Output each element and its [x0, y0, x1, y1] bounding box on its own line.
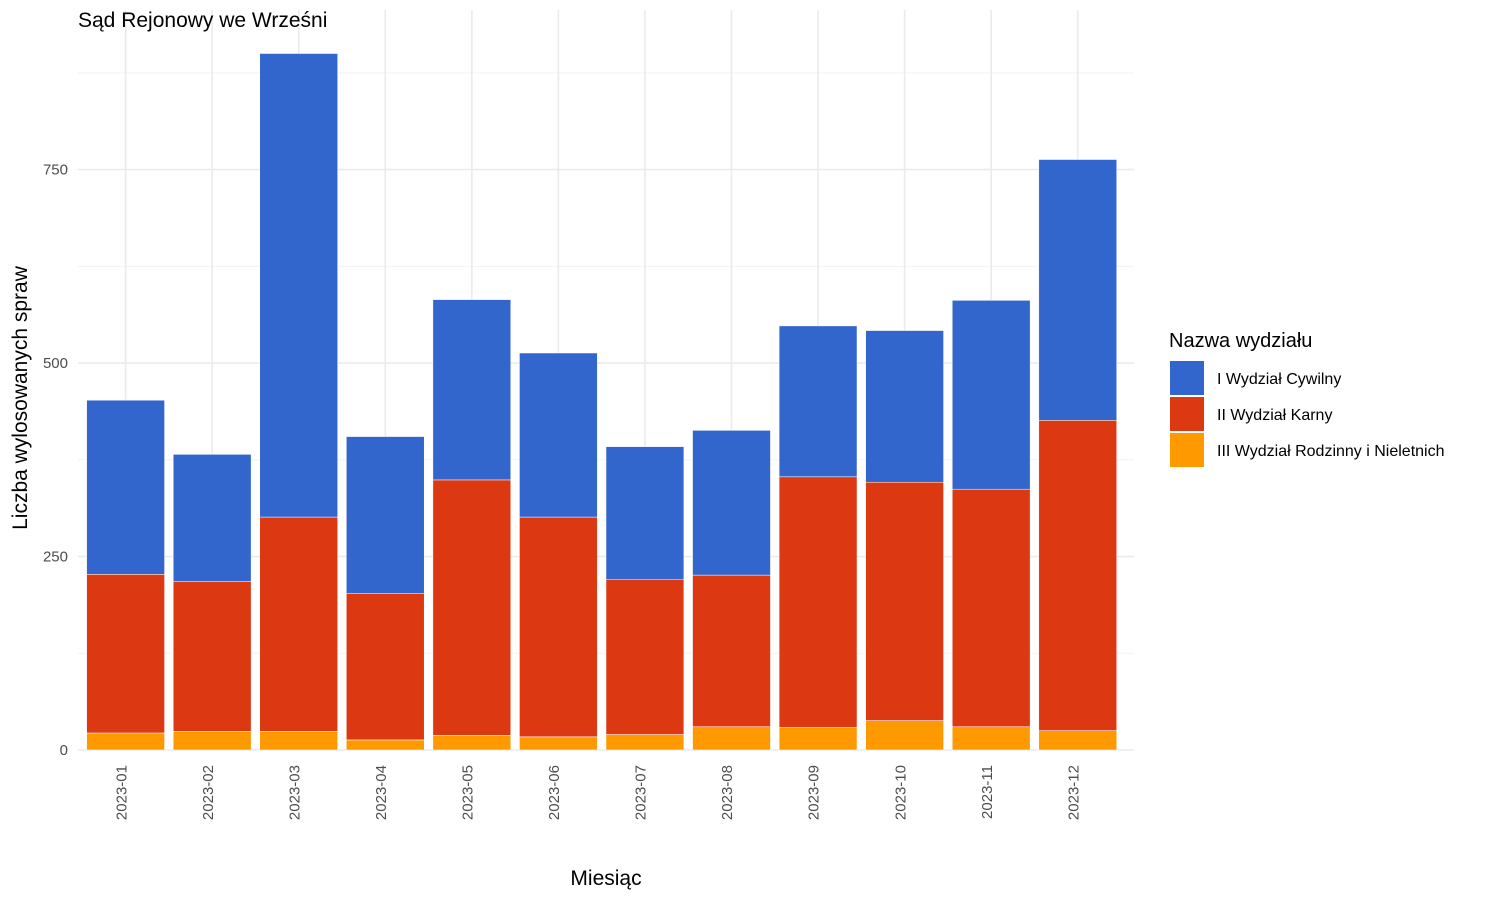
- bar-segment: [692, 574, 771, 728]
- bar-segment: [86, 732, 165, 751]
- bar-segment: [865, 330, 944, 483]
- y-tick-labels: 0 250 500 750: [43, 162, 68, 759]
- bar-segment: [259, 516, 338, 732]
- bar-segment: [346, 593, 425, 741]
- x-tick-label: 2023-12: [1065, 765, 1082, 820]
- legend-label: III Wydział Rodzinny i Nieletnich: [1217, 443, 1445, 460]
- chart-title: Sąd Rejonowy we Wrześni: [78, 9, 327, 32]
- x-tick-label: 2023-09: [806, 765, 823, 820]
- y-tick-label: 500: [43, 355, 68, 372]
- bar-segment: [605, 446, 685, 581]
- y-tick-label: 750: [43, 162, 68, 179]
- bar-segment: [519, 736, 598, 751]
- bar-segment: [86, 574, 165, 734]
- bar-segment: [951, 300, 1031, 490]
- x-tick-label: 2023-11: [979, 765, 996, 819]
- legend-label: II Wydział Karny: [1217, 407, 1332, 424]
- y-tick-label: 250: [43, 549, 68, 566]
- bar-segment: [1038, 730, 1117, 751]
- bar-segment: [259, 53, 338, 518]
- legend-swatch: [1170, 433, 1204, 467]
- bar-segment: [605, 579, 685, 735]
- legend-swatch: [1170, 397, 1204, 431]
- bar-segment: [951, 726, 1031, 751]
- bar-segment: [951, 488, 1031, 728]
- legend-label: I Wydział Cywilny: [1217, 371, 1341, 388]
- x-tick-label: 2023-04: [373, 765, 390, 820]
- x-tick-label: 2023-10: [892, 765, 909, 820]
- bar-segment: [1038, 420, 1117, 731]
- x-tick-label: 2023-01: [113, 765, 130, 820]
- x-tick-label: 2023-05: [460, 765, 477, 820]
- bar-segment: [865, 481, 944, 721]
- bar-segment: [172, 454, 252, 582]
- y-tick-label: 0: [60, 742, 68, 759]
- x-tick-label: 2023-02: [200, 765, 217, 820]
- bar-segment: [605, 734, 685, 751]
- bar-segment: [1038, 159, 1117, 421]
- x-tick-label: 2023-07: [633, 765, 650, 820]
- bar-segment: [432, 735, 512, 751]
- bar-segment: [432, 479, 512, 736]
- bar-segment: [519, 516, 598, 738]
- x-tick-label: 2023-06: [546, 765, 563, 820]
- bar-segment: [259, 731, 338, 751]
- bar-segment: [865, 720, 944, 751]
- bar-segment: [346, 739, 425, 751]
- x-tick-labels: 2023-01 2023-02 2023-03 2023-04 2023-05 2023-…: [113, 765, 1082, 820]
- bar-segment: [778, 325, 858, 478]
- legend-title: Nazwa wydziału: [1169, 330, 1312, 352]
- bar-segment: [86, 399, 165, 575]
- legend: Nazwa wydziału I Wydział Cywilny II Wydzi…: [1169, 330, 1445, 467]
- bar-segment: [692, 430, 771, 576]
- bar-segment: [432, 299, 512, 481]
- bar-segment: [778, 727, 858, 751]
- bar-segment: [692, 726, 771, 751]
- y-axis-title: Liczba wylosowanych spraw: [9, 265, 32, 530]
- x-tick-label: 2023-08: [719, 765, 736, 820]
- bars: [86, 53, 1117, 751]
- bar-segment: [778, 476, 858, 728]
- bar-segment: [519, 352, 598, 518]
- bar-segment: [346, 436, 425, 594]
- x-tick-label: 2023-03: [286, 765, 303, 820]
- legend-swatch: [1170, 361, 1204, 395]
- x-axis-title: Miesiąc: [570, 867, 641, 890]
- bar-segment: [172, 731, 252, 751]
- bar-segment: [172, 581, 252, 732]
